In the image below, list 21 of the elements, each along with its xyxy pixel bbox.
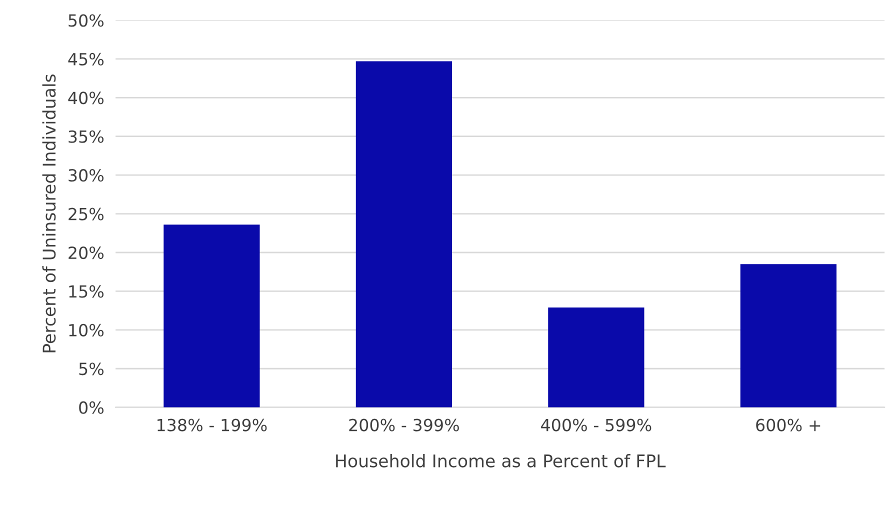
y-tick-label: 45% [68, 52, 104, 66]
bar [548, 307, 644, 408]
y-tick-label: 40% [68, 92, 104, 104]
y-tick-label: 30% [68, 169, 104, 182]
x-tick-label: 400% - 599% [541, 418, 652, 432]
y-tick-label: 50% [68, 14, 104, 27]
bar [356, 61, 452, 408]
y-axis-title: Percent of Uninsured Individuals [42, 74, 56, 352]
x-tick-label: 600% + [756, 418, 820, 432]
bar [740, 264, 836, 408]
y-tick-label: 20% [68, 246, 104, 260]
x-tick-label: 138% - 199% [158, 418, 267, 432]
y-tick-label: 15% [69, 285, 104, 298]
bar [164, 224, 260, 408]
x-tick-label: 200% - 399% [349, 418, 459, 432]
y-tick-label: 35% [68, 130, 104, 143]
y-tick-label: 10% [69, 324, 104, 336]
y-tick-label: 0% [79, 401, 104, 414]
x-axis-title: Household Income as a Percent of FPL [336, 454, 666, 468]
y-tick-label: 5% [79, 362, 104, 376]
y-tick-label: 25% [68, 208, 104, 220]
